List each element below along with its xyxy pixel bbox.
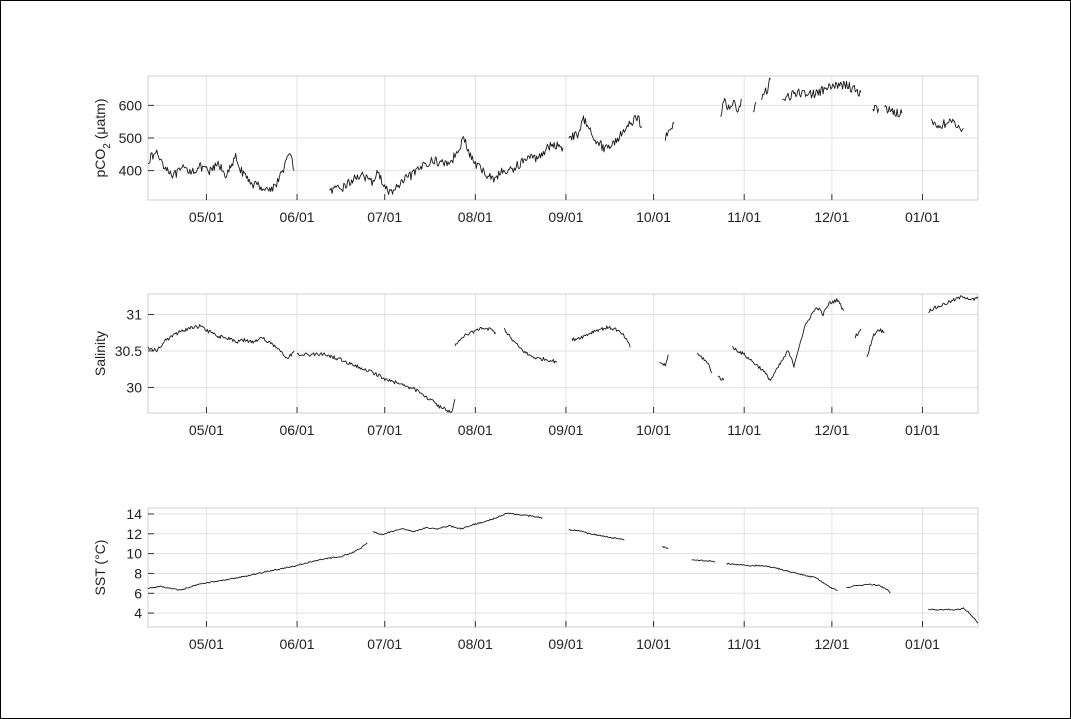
panel-2: 30 30.5 31 05/01 06/01 07/01 08/01 09/01 10/01 11… <box>92 293 979 438</box>
x-tick-label: 05/01 <box>189 636 224 652</box>
panel-1: 400 500 600 05/01 06/01 07/01 08/01 09/01 10/01 1… <box>92 75 979 225</box>
x-tick-label: 05/01 <box>189 209 224 225</box>
series-segment <box>568 528 625 541</box>
y-axis-label-main: Salinity <box>92 331 108 376</box>
series-segment <box>930 118 964 132</box>
x-tick-label: 10/01 <box>636 422 671 438</box>
series-segment <box>927 607 979 624</box>
y-tick-label: 500 <box>119 130 143 146</box>
y-tick-label: 4 <box>134 605 142 621</box>
y-tick-label: 31 <box>126 306 142 322</box>
x-tick-label: 08/01 <box>458 422 493 438</box>
y-axis-label: Salinity <box>92 331 108 376</box>
series-segment <box>147 542 368 591</box>
series-segment <box>454 326 497 347</box>
x-tick-label: 11/01 <box>727 636 761 652</box>
y-tick-label: 10 <box>126 546 142 562</box>
axes-box <box>147 293 979 414</box>
x-tick-label: 09/01 <box>548 209 583 225</box>
y-axis-label-main: SST (°C) <box>92 540 108 596</box>
series-segment <box>854 328 862 339</box>
x-tick-label: 07/01 <box>367 636 402 652</box>
series-segment <box>726 562 838 591</box>
series-segment <box>296 352 453 413</box>
series-segment <box>782 80 862 101</box>
series-segment <box>720 97 742 117</box>
series-segment <box>568 114 643 153</box>
series-segment <box>717 375 725 381</box>
y-tick-label: 30.5 <box>115 343 142 359</box>
series-segment <box>659 354 669 367</box>
series-segment <box>664 121 675 141</box>
series-segment <box>846 583 891 594</box>
y-axis-label: SST (°C) <box>92 540 108 596</box>
y-tick-label: 14 <box>126 506 142 522</box>
y-tick-label: 600 <box>119 97 143 113</box>
x-tick-label: 09/01 <box>548 422 583 438</box>
x-tick-label: 11/01 <box>727 422 761 438</box>
y-tick-label: 8 <box>134 565 142 581</box>
x-tick-label: 12/01 <box>814 209 849 225</box>
x-tick-label: 01/01 <box>905 636 940 652</box>
y-tick-label: 30 <box>126 379 142 395</box>
x-tick-label: 01/01 <box>905 209 940 225</box>
x-tick-label: 08/01 <box>458 209 493 225</box>
series-segment <box>147 324 295 359</box>
x-tick-label: 12/01 <box>814 636 849 652</box>
x-tick-label: 06/01 <box>280 209 315 225</box>
x-tick-label: 10/01 <box>636 209 671 225</box>
y-axis-label-subscript: 2 <box>102 143 113 149</box>
y-axis-label: pCO2 (μatm) <box>92 99 113 178</box>
y-tick-label: 6 <box>134 585 142 601</box>
x-tick-label: 12/01 <box>814 422 849 438</box>
x-tick-label: 06/01 <box>280 422 315 438</box>
y-axis-label-unit: (μatm) <box>92 99 108 144</box>
series-segment <box>928 295 979 313</box>
x-tick-label: 01/01 <box>905 422 940 438</box>
series-segment <box>372 512 543 536</box>
series-segment <box>732 298 845 381</box>
x-tick-label: 11/01 <box>727 209 761 225</box>
series-segment <box>884 105 903 118</box>
x-tick-label: 07/01 <box>367 422 402 438</box>
series-segment <box>662 545 669 550</box>
x-tick-label: 10/01 <box>636 636 671 652</box>
series-segment <box>866 328 885 357</box>
y-tick-label: 12 <box>126 526 142 542</box>
series-segment <box>696 352 713 374</box>
y-axis-label-main: pCO <box>92 149 108 178</box>
series-segment <box>761 77 771 100</box>
x-tick-label: 06/01 <box>280 636 315 652</box>
series-segment <box>571 325 631 348</box>
series-segment <box>872 104 880 114</box>
x-tick-label: 08/01 <box>458 636 493 652</box>
axes-box <box>147 507 979 628</box>
x-tick-label: 07/01 <box>367 209 402 225</box>
y-tick-label: 400 <box>119 163 143 179</box>
x-tick-label: 09/01 <box>548 636 583 652</box>
series-segment <box>691 559 716 563</box>
series-segment <box>504 327 558 364</box>
series-segment <box>451 398 456 413</box>
x-tick-label: 05/01 <box>189 422 224 438</box>
panel-3: 4 6 8 10 12 14 05/01 06/01 07/01 08/01 09/01 10/01 1… <box>92 506 979 652</box>
series-segment <box>752 101 757 113</box>
series-segment <box>147 149 295 192</box>
series-segment <box>329 136 564 195</box>
